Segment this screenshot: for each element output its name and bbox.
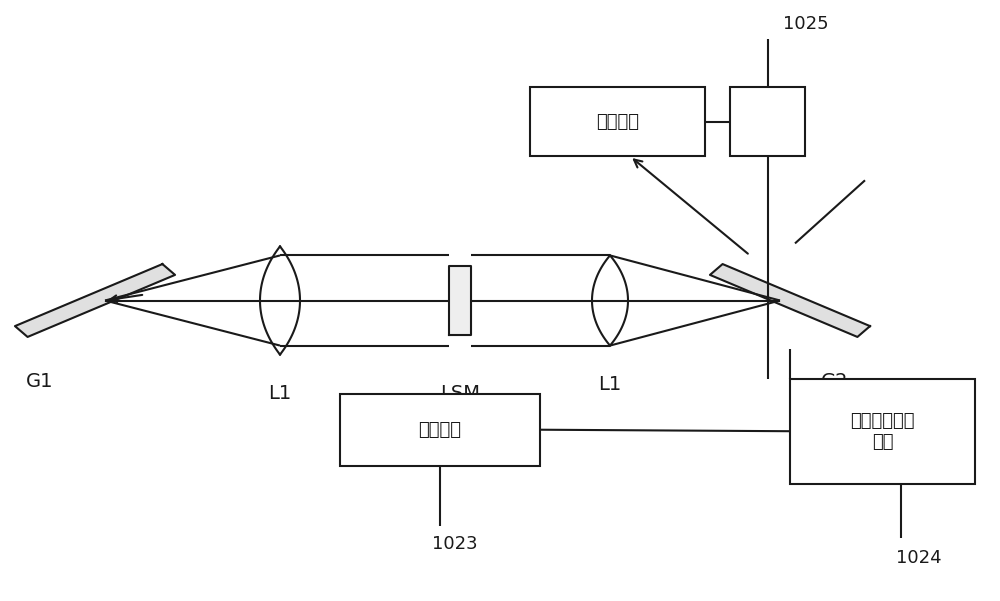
- Polygon shape: [710, 264, 870, 337]
- Polygon shape: [15, 264, 175, 337]
- Text: 1024: 1024: [896, 549, 942, 567]
- FancyBboxPatch shape: [530, 87, 705, 156]
- Polygon shape: [449, 266, 471, 335]
- FancyBboxPatch shape: [340, 394, 540, 466]
- Text: L1: L1: [268, 384, 292, 403]
- Text: 第二信号采集
装置: 第二信号采集 装置: [850, 412, 915, 451]
- FancyBboxPatch shape: [790, 379, 975, 484]
- FancyBboxPatch shape: [730, 87, 805, 156]
- Text: 1025: 1025: [783, 15, 828, 33]
- Text: 其他光路: 其他光路: [596, 113, 639, 130]
- Text: LSM: LSM: [440, 384, 480, 403]
- Text: L1: L1: [598, 375, 622, 394]
- Text: G2: G2: [821, 372, 849, 391]
- Text: 1023: 1023: [432, 535, 478, 553]
- Text: 控制装置: 控制装置: [419, 421, 462, 439]
- Text: G1: G1: [26, 372, 54, 391]
